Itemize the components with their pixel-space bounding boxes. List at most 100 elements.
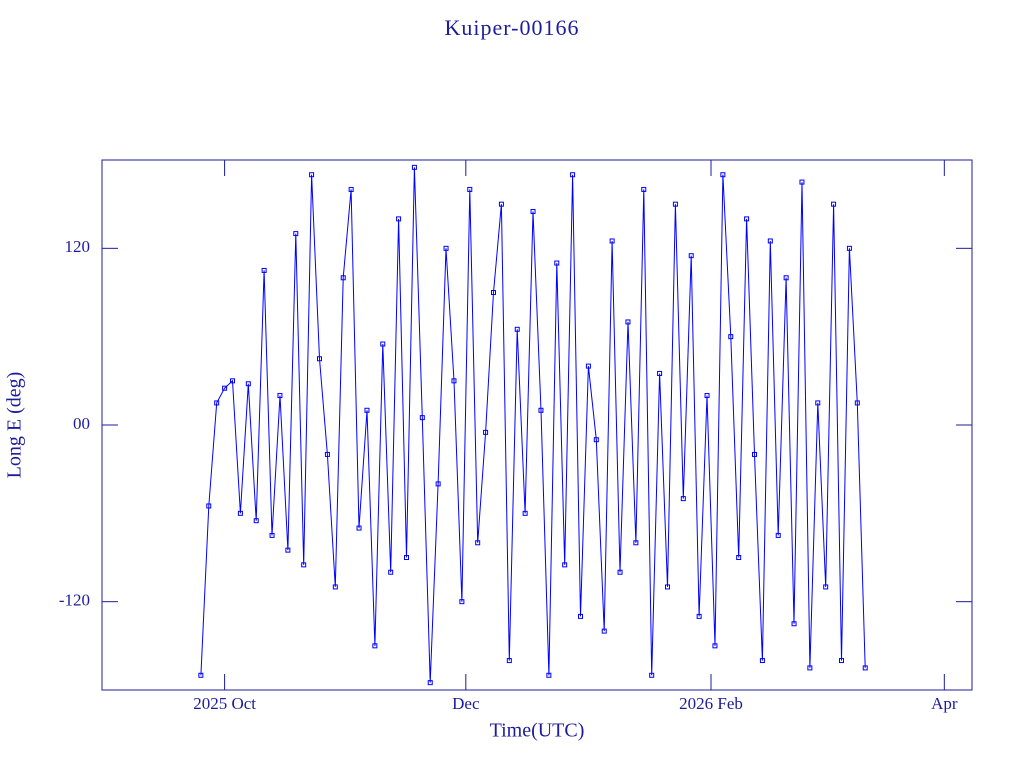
data-point xyxy=(672,201,678,207)
data-point xyxy=(601,628,607,634)
data-point xyxy=(451,378,457,384)
data-point xyxy=(214,400,220,406)
data-point xyxy=(752,451,757,457)
data-point xyxy=(799,179,805,185)
data-point xyxy=(744,216,750,222)
data-point xyxy=(245,381,251,387)
data-point xyxy=(522,510,528,516)
data-point xyxy=(498,201,504,207)
data-point xyxy=(491,290,496,295)
data-point xyxy=(807,665,813,671)
data-point xyxy=(364,407,370,413)
data-point xyxy=(641,186,647,192)
x-tick-label: 2026 Feb xyxy=(679,694,743,713)
data-point xyxy=(554,260,560,266)
data-point xyxy=(396,216,402,222)
data-point xyxy=(593,437,599,443)
data-point xyxy=(230,378,235,384)
data-point xyxy=(404,555,409,560)
data-point xyxy=(467,186,473,192)
data-point xyxy=(514,326,520,332)
data-point xyxy=(562,562,568,568)
data-point xyxy=(411,164,417,170)
chart-title: Kuiper-00166 xyxy=(445,15,580,40)
data-point xyxy=(301,562,307,568)
data-point xyxy=(578,613,583,619)
y-axis-label: Long E (deg) xyxy=(4,372,26,479)
x-tick-label: Apr xyxy=(931,694,958,713)
data-point xyxy=(435,481,441,487)
data-point xyxy=(759,658,765,664)
data-point xyxy=(570,172,576,178)
data-point xyxy=(854,400,860,406)
x-tick-label: Dec xyxy=(452,694,480,713)
data-point xyxy=(665,584,670,590)
data-point xyxy=(783,275,789,281)
data-point xyxy=(340,275,346,281)
data-point xyxy=(253,518,259,524)
y-tick-label: 00 xyxy=(73,414,90,433)
data-point xyxy=(332,584,338,590)
data-point xyxy=(712,643,718,649)
data-point xyxy=(380,341,386,347)
data-point xyxy=(309,172,315,178)
data-point xyxy=(530,209,536,215)
data-line xyxy=(200,167,866,683)
data-point xyxy=(767,238,773,244)
data-point xyxy=(317,356,322,362)
data-point xyxy=(356,525,362,531)
data-point xyxy=(775,532,781,538)
data-point xyxy=(696,613,702,619)
x-axis-label: Time(UTC) xyxy=(490,720,585,742)
data-point xyxy=(649,672,655,678)
data-point xyxy=(348,186,354,192)
data-point xyxy=(831,201,837,207)
data-point xyxy=(285,547,291,553)
data-point xyxy=(815,400,821,406)
data-point xyxy=(388,569,394,575)
data-point xyxy=(846,245,852,251)
data-point xyxy=(483,429,489,435)
data-point xyxy=(324,451,330,457)
data-point xyxy=(839,658,844,664)
x-tick-label: 2025 Oct xyxy=(193,694,256,713)
data-point xyxy=(459,599,465,605)
data-point xyxy=(269,532,275,538)
data-point xyxy=(443,245,449,251)
data-point xyxy=(293,231,299,237)
data-point xyxy=(222,385,228,391)
data-point xyxy=(277,393,283,399)
data-point xyxy=(419,415,425,421)
data-point xyxy=(617,569,623,575)
plot-area xyxy=(198,164,868,686)
data-point xyxy=(657,370,663,376)
data-point xyxy=(237,510,243,516)
data-point xyxy=(506,658,512,664)
data-point xyxy=(609,238,615,244)
data-point xyxy=(538,407,544,413)
data-point xyxy=(862,665,868,671)
data-point xyxy=(546,672,552,678)
data-point xyxy=(625,319,631,325)
data-point xyxy=(261,267,267,273)
data-point xyxy=(585,363,591,369)
data-point xyxy=(198,672,204,678)
y-tick-label: -120 xyxy=(59,591,90,610)
data-point xyxy=(728,334,734,340)
plot-frame xyxy=(101,159,973,691)
data-point xyxy=(427,680,433,686)
data-point xyxy=(372,643,378,649)
data-point xyxy=(720,172,726,178)
data-point xyxy=(736,555,742,560)
data-point xyxy=(688,253,694,259)
data-point xyxy=(704,393,710,399)
data-point xyxy=(823,584,829,590)
data-point xyxy=(680,496,686,502)
data-point xyxy=(206,503,212,509)
y-tick-label: 120 xyxy=(65,237,91,256)
data-point xyxy=(475,540,481,546)
data-point xyxy=(791,621,797,627)
data-point xyxy=(633,540,639,546)
